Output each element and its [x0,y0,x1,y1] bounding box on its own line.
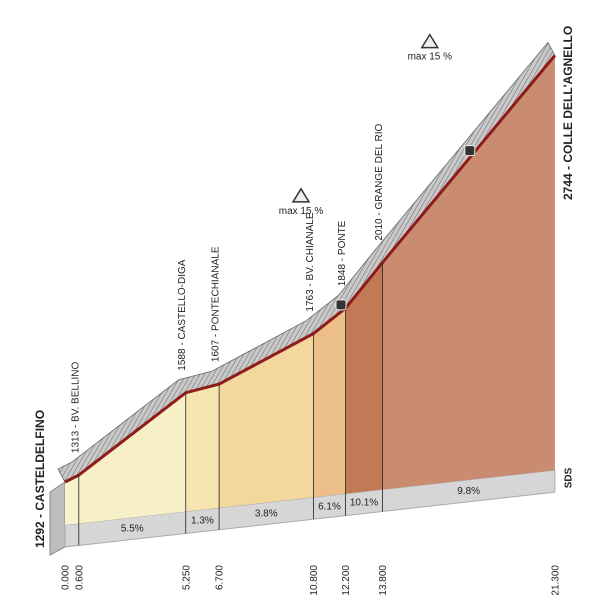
profile-line [64,54,557,484]
end-label: 2744 - COLLE DELL'AGNELLO [561,26,575,200]
x-tick-label: 10.800 [309,565,320,596]
gradient-label: 9.8% [457,486,480,497]
annotation-text: max 15 % [279,206,324,217]
annotation-text: max 15 % [408,52,453,63]
x-tick-label: 6.700 [215,565,226,590]
gradient-label: 3.8% [255,508,278,519]
max-icon [420,33,440,49]
waypoint-label: 1763 - BV. CHIANALE [305,212,316,311]
segment-fill [345,262,383,494]
x-tick-label: 0.000 [61,565,72,590]
gradient-label: 5.5% [121,523,144,534]
gradient-label: 6.1% [318,501,341,512]
max-marker [335,299,347,311]
waypoint-label: 1607 - PONTECHIANALE [211,246,222,362]
max-marker [464,145,476,157]
x-tick-label: 0.600 [74,565,85,590]
segment-fill [382,55,555,490]
waypoint-label: 1313 - BV. BELLINO [70,361,81,453]
start-label: 1292 - CASTELDELFINO [33,410,47,548]
waypoint-label: 1848 - PONTE [337,220,348,286]
max-icon [291,187,311,203]
x-tick-label: 12.200 [341,565,352,596]
segment-fill [78,392,186,524]
x-tick-label: 13.800 [378,565,389,596]
waypoint-label: 2010 - GRANGE DEL RIO [374,124,385,241]
gradient-label: 10.1% [350,498,378,509]
gradient-strip [64,469,556,548]
logo: SDS [564,467,575,488]
waypoint-label: 1588 - CASTELLO-DIGA [177,259,188,370]
segment-fill [185,384,220,512]
left-wall [49,481,66,556]
x-tick-label: 5.250 [181,565,192,590]
gradient-label: 1.3% [191,516,214,527]
segment-fill [313,308,346,498]
x-tick-label: 21.300 [550,565,561,596]
segment-fill [65,475,79,525]
segment-fill [219,333,314,508]
